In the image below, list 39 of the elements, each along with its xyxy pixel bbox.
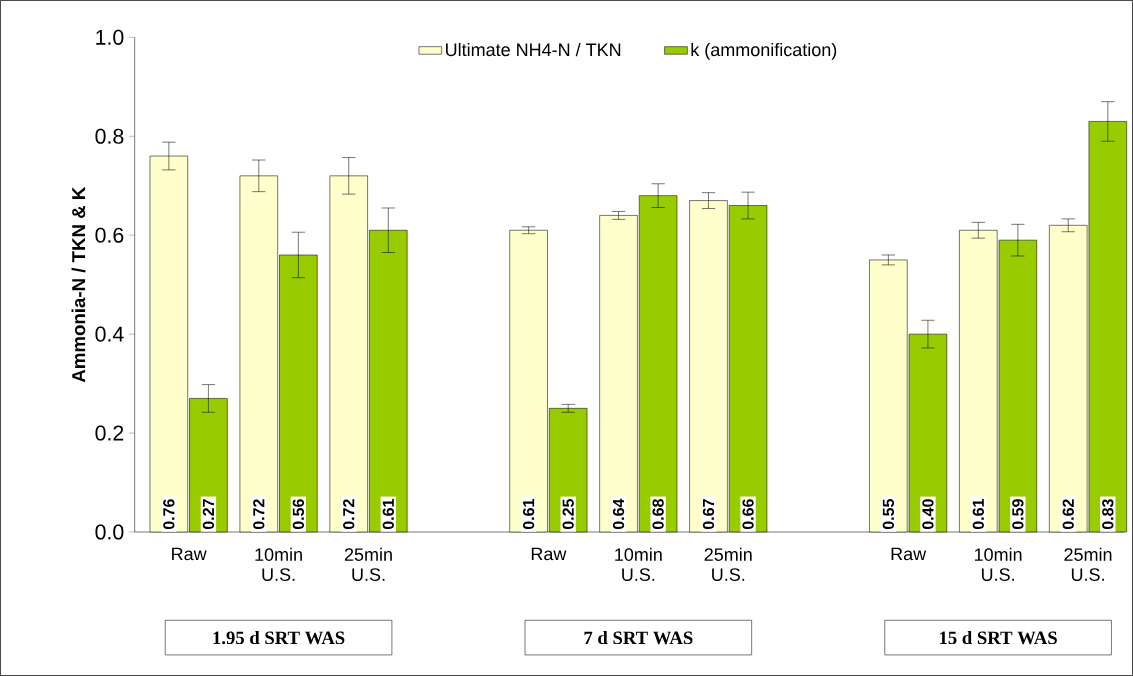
x-tick-label: 25min U.S. [704, 547, 752, 581]
data-label: 0.59 [1012, 499, 1024, 530]
data-label: 0.72 [253, 499, 265, 530]
y-axis-title: Ammonia-N / TKN & K [71, 186, 86, 383]
data-label: 0.72 [343, 499, 355, 530]
data-label: 0.61 [972, 499, 984, 530]
data-label: 0.64 [612, 498, 625, 530]
data-label: 0.67 [702, 499, 715, 530]
x-tick-label: 25min U.S. [1064, 547, 1112, 581]
data-label: 0.61 [522, 499, 535, 530]
data-label: 0.66 [742, 499, 754, 530]
data-label: 0.55 [882, 499, 895, 530]
legend-label: Ultimate NH4-N / TKN [446, 42, 621, 57]
data-label: 0.27 [202, 499, 215, 530]
data-label: 0.40 [922, 499, 934, 530]
x-tick-label: 25min U.S. [344, 547, 392, 581]
x-tick-label: Raw [891, 547, 927, 561]
x-tick-label: 10min U.S. [615, 547, 662, 581]
x-tick-label: Raw [172, 547, 207, 561]
data-label: 0.76 [163, 499, 175, 530]
x-tick-label: 10min U.S. [255, 547, 302, 581]
text: 15 d SRT WAS [940, 630, 1057, 645]
x-tick-label: 10min U.S. [974, 547, 1022, 581]
y-tick-label: 1.0 [96, 29, 124, 45]
y-tick-label: 0.6 [95, 227, 124, 243]
y-tick-label: 0.2 [95, 425, 124, 441]
data-label: 0.62 [1062, 499, 1074, 530]
y-tick-label: 0.0 [95, 524, 124, 540]
data-label: 0.68 [652, 499, 664, 530]
data-label: 0.83 [1102, 499, 1114, 530]
text: 1.95 d SRT WAS [213, 630, 345, 645]
text: 7 d SRT WAS [584, 630, 693, 645]
y-tick-label: 0.8 [95, 128, 124, 144]
y-tick-label: 0.4 [95, 326, 124, 342]
data-label: 0.56 [292, 499, 305, 530]
legend-label: k (ammonification) [691, 42, 837, 60]
x-tick-label: Raw [531, 547, 567, 561]
data-label: 0.25 [562, 499, 574, 530]
data-label: 0.61 [382, 499, 394, 530]
